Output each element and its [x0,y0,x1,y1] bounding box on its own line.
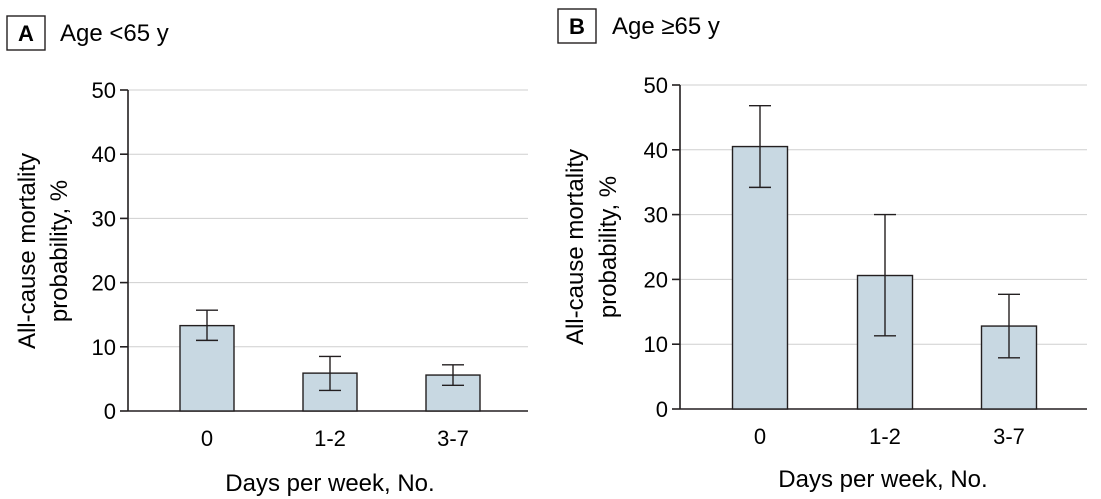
panel-a-ylabel-line1: All-cause mortality [14,153,41,349]
panel-b-letter: B [569,14,585,39]
panel-a-xtick-label: 3-7 [437,426,469,451]
panel-b-plot: 0 10 20 30 40 50 0 1-2 3-7 [644,73,1087,449]
panel-b: B Age ≥65 y 0 10 20 30 40 50 0 1-2 3-7 All-cause… [557,8,1087,493]
panel-a-ytick-label: 20 [92,271,116,296]
panel-a-ytick-label: 30 [92,206,116,231]
panel-b-ytick-label: 40 [644,138,668,163]
panel-b-label-box [557,8,597,44]
panel-a-bar-1-2 [302,372,358,412]
panel-b-ylabel-line2: probability, % [595,176,622,318]
panel-a-ytick-label: 10 [92,335,116,360]
panel-b-ytick-label: 20 [644,267,668,292]
panel-b-ytick-label: 10 [644,332,668,357]
panel-a-title: Age <65 y [60,20,169,47]
panel-a-xtick-label: 0 [201,426,213,451]
panel-a-ylabel-line2: probability, % [46,180,73,322]
panel-b-ytick-label: 30 [644,203,668,228]
panel-a-letter: A [18,21,34,46]
panel-b-ytick-label: 50 [644,73,668,98]
panel-b-ytick-label: 0 [656,397,668,422]
panel-b-xtick-label: 0 [754,424,766,449]
panel-a-plot: 0 10 20 30 40 50 0 1-2 3-7 [92,78,528,451]
panel-a-xtick-label: 1-2 [314,426,346,451]
panel-a-ytick-label: 40 [92,142,116,167]
panel-b-xtick-label: 1-2 [869,424,901,449]
panel-a-ytick-label: 0 [104,399,116,424]
panel-b-xtick-label: 3-7 [993,424,1025,449]
panel-a-xlabel: Days per week, No. [225,470,434,497]
panel-a-ytick-label: 50 [92,78,116,103]
panel-b-bar-0 [731,145,789,410]
panel-b-title: Age ≥65 y [612,13,720,40]
panel-b-ylabel-line1: All-cause mortality [562,149,589,345]
panel-a-bar-0 [179,324,235,412]
panel-a: A Age <65 y 0 10 20 30 40 50 0 1-2 3-7 All-cause… [6,15,528,497]
panel-a-label-box [6,15,46,51]
panel-b-xlabel: Days per week, No. [778,466,987,493]
